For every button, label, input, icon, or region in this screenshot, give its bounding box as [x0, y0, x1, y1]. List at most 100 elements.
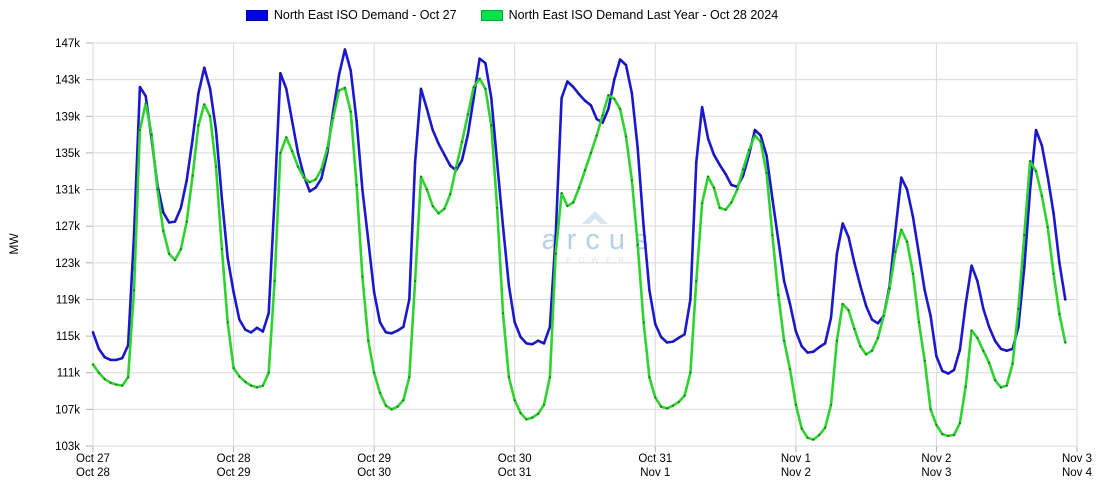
series-point-last-year	[1005, 384, 1008, 387]
series-point-last-year	[566, 205, 569, 207]
series-point-last-year	[724, 208, 727, 211]
series-point-this-year	[1064, 298, 1067, 301]
series-point-this-year	[220, 197, 223, 200]
series-point-this-year	[420, 87, 422, 90]
series-point-last-year	[220, 248, 223, 251]
x-tick-label-last-year: Nov 1	[640, 467, 670, 479]
series-point-this-year	[109, 358, 112, 361]
series-point-this-year	[384, 331, 387, 334]
series-point-this-year	[1058, 261, 1061, 264]
series-point-last-year	[554, 252, 557, 255]
series-point-this-year	[707, 137, 709, 140]
x-tick-label-last-year: Nov 3	[921, 467, 951, 479]
series-point-this-year	[308, 190, 311, 193]
series-point-last-year	[437, 212, 440, 215]
series-point-last-year	[531, 416, 534, 419]
x-tick-label-last-year: Nov 4	[1062, 467, 1093, 479]
series-point-last-year	[865, 353, 868, 356]
series-point-last-year	[133, 289, 135, 292]
series-point-this-year	[824, 342, 827, 345]
series-point-last-year	[982, 349, 985, 352]
series-point-this-year	[759, 134, 762, 137]
series-point-this-year	[601, 121, 604, 124]
series-point-last-year	[818, 434, 821, 436]
series-point-last-year	[308, 181, 311, 184]
x-tick-label-this-year: Oct 31	[638, 453, 672, 465]
series-point-this-year	[121, 357, 124, 360]
series-point-this-year	[777, 238, 780, 241]
series-point-last-year	[513, 399, 516, 402]
series-point-this-year	[912, 216, 914, 218]
series-point-this-year	[162, 211, 165, 214]
series-point-last-year	[648, 376, 651, 379]
series-point-this-year	[718, 163, 721, 166]
series-point-last-year	[712, 186, 715, 189]
series-point-this-year	[531, 343, 534, 346]
series-point-this-year	[789, 303, 791, 305]
series-point-last-year	[613, 97, 616, 100]
series-point-this-year	[103, 356, 106, 359]
series-point-this-year	[847, 236, 850, 239]
series-point-last-year	[730, 201, 733, 204]
series-point-last-year	[654, 396, 657, 399]
series-point-this-year	[133, 234, 135, 237]
series-point-last-year	[472, 86, 475, 88]
series-point-last-year	[162, 229, 165, 232]
series-point-this-year	[203, 66, 206, 69]
series-point-last-year	[607, 94, 610, 97]
series-point-this-year	[818, 346, 821, 349]
series-point-last-year	[185, 220, 188, 223]
series-point-this-year	[642, 225, 645, 228]
series-point-this-year	[396, 329, 399, 332]
series-point-this-year	[466, 133, 469, 136]
series-point-this-year	[209, 87, 212, 90]
series-point-this-year	[543, 342, 545, 345]
series-point-last-year	[332, 117, 335, 120]
series-point-last-year	[267, 371, 270, 374]
series-point-last-year	[912, 272, 914, 275]
series-point-last-year	[882, 314, 885, 317]
series-point-last-year	[291, 150, 294, 153]
series-point-last-year	[355, 184, 358, 186]
series-point-last-year	[830, 403, 832, 406]
series-point-this-year	[490, 97, 493, 99]
series-point-last-year	[109, 381, 112, 384]
series-point-last-year	[636, 243, 639, 246]
series-point-this-year	[589, 104, 592, 107]
series-point-this-year	[1029, 188, 1032, 191]
series-point-last-year	[191, 174, 194, 177]
series-point-last-year	[619, 107, 622, 110]
series-point-last-year	[326, 147, 329, 150]
series-point-this-year	[197, 92, 200, 95]
legend-item-this-year[interactable]: North East ISO Demand - Oct 27	[245, 8, 457, 22]
series-point-last-year	[408, 376, 411, 379]
y-tick-label: 111k	[57, 368, 80, 380]
series-point-last-year	[923, 359, 926, 362]
series-point-last-year	[209, 115, 212, 118]
series-point-this-year	[630, 92, 633, 95]
series-point-this-year	[941, 369, 944, 372]
series-point-this-year	[373, 291, 376, 294]
series-point-this-year	[314, 186, 317, 189]
series-point-last-year	[1023, 234, 1026, 237]
series-point-this-year	[1023, 266, 1026, 269]
series-point-last-year	[812, 438, 815, 441]
series-point-this-year	[1040, 144, 1043, 147]
x-tick-label-this-year: Nov 2	[921, 453, 951, 465]
series-point-this-year	[355, 119, 358, 122]
legend-item-last-year[interactable]: North East ISO Demand Last Year - Oct 28…	[480, 8, 778, 22]
series-point-this-year	[513, 321, 516, 324]
series-point-last-year	[455, 166, 458, 169]
series-point-last-year	[197, 124, 200, 127]
series-point-last-year	[1046, 226, 1049, 229]
series-point-last-year	[144, 102, 147, 105]
series-point-this-year	[566, 80, 569, 83]
series-point-last-year	[560, 192, 563, 195]
series-point-last-year	[115, 383, 118, 386]
series-point-last-year	[835, 339, 838, 342]
series-point-this-year	[537, 339, 540, 342]
series-point-last-year	[537, 412, 540, 415]
x-tick-label-this-year: Oct 30	[498, 453, 532, 465]
series-point-last-year	[630, 179, 633, 182]
x-tick-label-last-year: Oct 30	[357, 467, 391, 479]
